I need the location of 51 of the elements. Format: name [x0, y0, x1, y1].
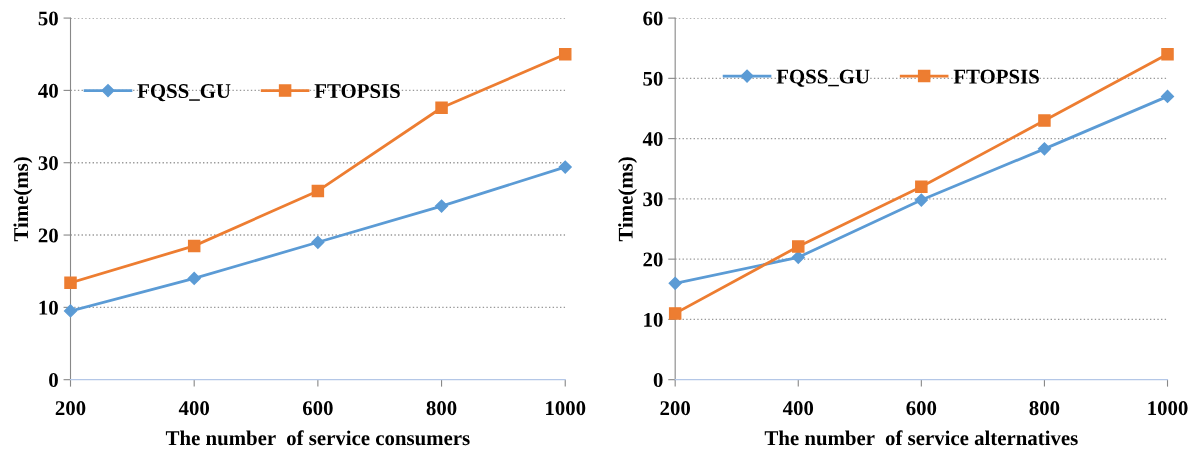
- point: [434, 199, 449, 213]
- point: [64, 276, 77, 290]
- x-tick-label: 400: [782, 401, 814, 416]
- x-axis-title: The number of service consumers: [165, 430, 470, 446]
- y-tick-label: 40: [38, 83, 58, 98]
- y-tick-label: 60: [643, 11, 663, 26]
- point: [187, 271, 201, 286]
- y-tick-label: 20: [643, 252, 663, 267]
- y-tick-label: 10: [644, 312, 663, 327]
- point: [311, 184, 325, 198]
- y-tick-label: 30: [38, 156, 58, 171]
- x-tick-label: 600: [302, 401, 333, 416]
- point: [1038, 114, 1051, 127]
- y-tick-label: 30: [643, 192, 663, 207]
- y-tick-label: 50: [643, 71, 663, 86]
- x-tick-label: 1000: [1148, 401, 1188, 416]
- legend-label: FTOPSIS: [314, 84, 400, 99]
- point: [1160, 89, 1175, 104]
- point: [914, 193, 928, 207]
- y-tick-label: 20: [38, 228, 58, 243]
- y-tick-label: 40: [642, 131, 663, 147]
- x-tick-label: 400: [178, 401, 210, 416]
- x-axis-title: The number of service alternatives: [764, 430, 1078, 446]
- y-axis-title: Time(ms): [618, 157, 637, 242]
- x-tick-label: 800: [1029, 401, 1060, 416]
- y-tick-label: 0: [653, 373, 663, 388]
- point: [668, 276, 682, 290]
- y-axis-title: Time(ms): [13, 157, 33, 242]
- point: [915, 180, 928, 194]
- point: [792, 240, 805, 253]
- x-tick-label: 800: [426, 401, 457, 416]
- y-tick-label: 0: [49, 373, 58, 388]
- point: [1037, 142, 1052, 156]
- legend-label: FTOPSIS: [953, 69, 1039, 84]
- legend-label: FQSS_GU: [137, 84, 231, 102]
- point: [435, 101, 448, 115]
- point: [558, 160, 572, 174]
- point: [311, 235, 325, 249]
- x-tick-label: 600: [906, 401, 937, 416]
- point: [63, 304, 78, 318]
- point: [791, 250, 805, 264]
- y-tick-label: 50: [38, 11, 58, 26]
- point: [187, 239, 201, 253]
- legend-label: FQSS_GU: [776, 69, 870, 87]
- x-tick-label: 1000: [546, 401, 586, 416]
- point: [558, 47, 572, 61]
- y-tick-label: 10: [39, 300, 58, 315]
- x-tick-label: 200: [660, 401, 691, 416]
- point: [668, 307, 682, 320]
- x-tick-label: 200: [55, 401, 86, 416]
- point: [1161, 47, 1174, 61]
